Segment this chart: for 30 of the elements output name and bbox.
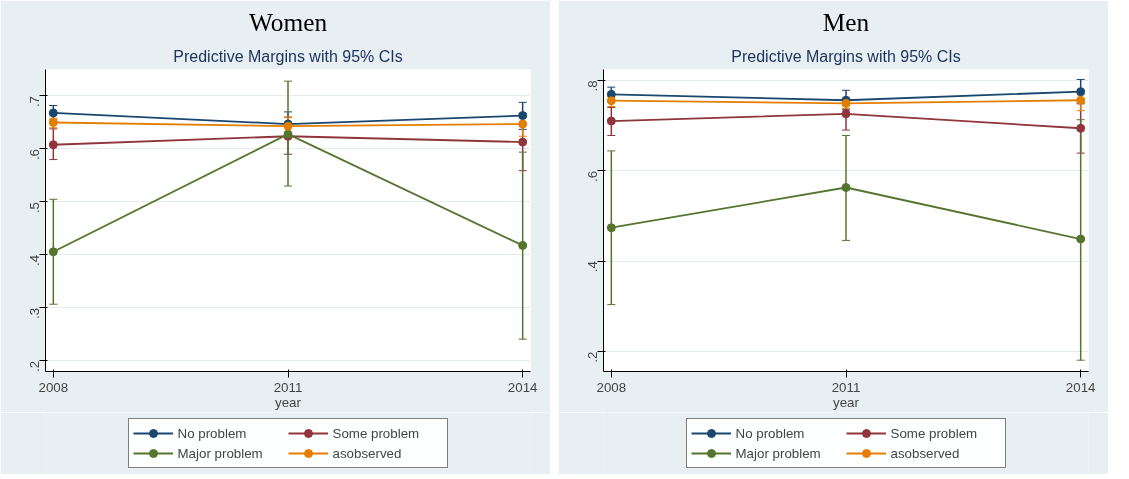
x-tick-label: 2014 [1065, 379, 1097, 395]
x-tick-label: 2008 [38, 379, 69, 395]
chart-subtitle: Predictive Margins with 95% CIs [731, 47, 961, 65]
chart-title: Women [248, 7, 328, 36]
y-tick-label: .6 [27, 148, 42, 161]
x-tick-label: 2008 [596, 379, 627, 395]
y-tick-label: .5 [27, 201, 42, 214]
y-tick-label: .8 [585, 80, 600, 92]
chart-subtitle: Predictive Margins with 95% CIs [173, 47, 403, 65]
y-tick-label: .4 [27, 254, 42, 267]
legend-label: asobserved [890, 445, 961, 461]
x-axis-title: year [275, 394, 302, 410]
legend-label: No problem [177, 425, 248, 441]
y-tick-label: .2 [27, 360, 42, 373]
legend-label: Some problem [332, 425, 421, 441]
legend-label: Some problem [890, 425, 979, 441]
legend-label: asobserved [332, 445, 403, 461]
y-tick-label: .7 [27, 95, 42, 108]
legend-label: No problem [735, 425, 806, 441]
x-tick-label: 2014 [507, 379, 539, 395]
y-tick-label: .3 [27, 307, 42, 320]
x-tick-label: 2011 [273, 379, 303, 395]
legend-label: Major problem [177, 445, 264, 461]
y-tick-label: .2 [585, 351, 600, 363]
y-tick-label: .6 [585, 170, 600, 182]
x-tick-label: 2011 [831, 379, 861, 395]
legend-label: Major problem [735, 445, 822, 461]
y-tick-label: .4 [585, 260, 600, 273]
x-axis-title: year [833, 394, 860, 410]
chart-title: Men [822, 7, 870, 36]
